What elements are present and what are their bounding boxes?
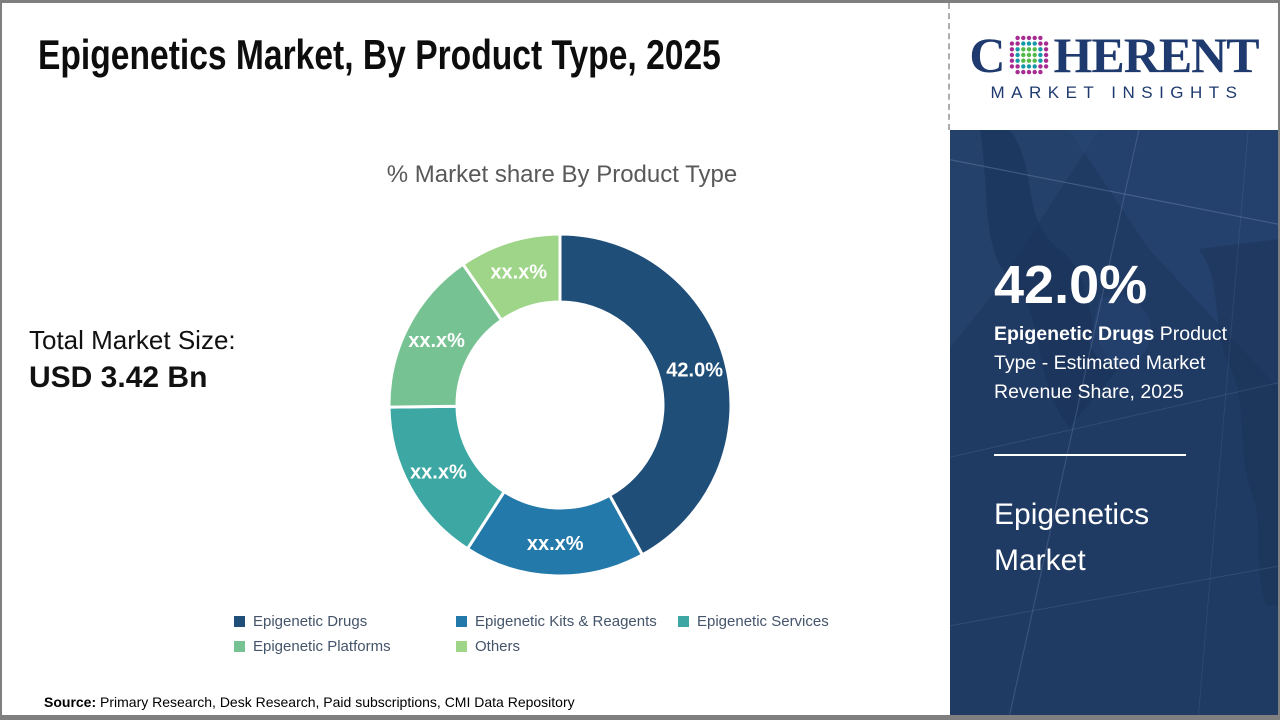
globe-dot xyxy=(1038,52,1044,58)
sidebar-panel: 42.0% Epigenetic Drugs Product Type - Es… xyxy=(950,130,1278,715)
slice-label-3: xx.x% xyxy=(408,330,465,352)
slice-label-0: 42.0% xyxy=(666,359,723,381)
sidebar-divider xyxy=(994,454,1186,456)
globe-dot xyxy=(1015,69,1021,75)
coherent-logo: C HERENT xyxy=(969,27,1259,83)
logo-area: C HERENT MARKET INSIGHTS xyxy=(948,3,1278,130)
total-market-label: Total Market Size: xyxy=(29,325,236,355)
globe-dot xyxy=(1015,41,1021,46)
globe-dot xyxy=(1021,41,1026,46)
globe-dot xyxy=(1021,35,1026,41)
chart-title: % Market share By Product Type xyxy=(386,161,738,188)
legend-swatch-1 xyxy=(456,616,467,627)
legend-item-0: Epigenetic Drugs xyxy=(234,613,456,630)
globe-dot xyxy=(1027,69,1032,75)
globe-dot xyxy=(1021,58,1026,63)
legend-swatch-0 xyxy=(234,616,245,627)
sidebar-market-name: Epigenetics Market xyxy=(994,498,1150,577)
slice-label-2: xx.x% xyxy=(410,461,467,483)
stat-desc-rest: Product Type - Estimated Market Revenue … xyxy=(994,323,1227,403)
legend-item-2: Epigenetic Services xyxy=(678,613,829,630)
legend-label-1: Epigenetic Kits & Reagents xyxy=(475,613,657,630)
globe-dot xyxy=(1032,58,1038,63)
globe-dot xyxy=(1021,69,1026,75)
chart-legend: Epigenetic Drugs Epigenetic Kits & Reagen… xyxy=(234,613,829,655)
globe-dot xyxy=(1032,41,1038,46)
globe-dot xyxy=(1032,47,1038,52)
source-text: Primary Research, Desk Research, Paid su… xyxy=(96,694,575,710)
globe-dot xyxy=(1021,64,1026,69)
globe-dot xyxy=(1021,52,1026,58)
globe-dot xyxy=(1010,52,1015,58)
globe-dot xyxy=(1021,47,1026,52)
total-market-size: Total Market Size: USD 3.42 Bn xyxy=(29,325,236,395)
globe-dot xyxy=(1044,47,1049,52)
globe-dot xyxy=(1010,58,1015,63)
globe-dot xyxy=(1027,52,1032,58)
globe-dot xyxy=(1038,58,1044,63)
legend-item-1: Epigenetic Kits & Reagents xyxy=(456,613,678,630)
globe-dot xyxy=(1038,69,1044,75)
source-line: Source: Primary Research, Desk Research,… xyxy=(44,694,575,710)
globe-dots-icon xyxy=(1010,35,1049,75)
globe-dot xyxy=(1027,58,1032,63)
globe-dot xyxy=(1015,58,1021,63)
donut-slice-4 xyxy=(460,232,562,323)
globe-dot xyxy=(1027,64,1032,69)
globe-dot xyxy=(1038,35,1044,41)
legend-label-2: Epigenetic Services xyxy=(697,613,829,630)
globe-dot xyxy=(1032,64,1038,69)
slice-label-4: xx.x% xyxy=(490,261,547,283)
world-map-texture xyxy=(950,130,1278,715)
stat-desc-bold: Epigenetic Drugs xyxy=(994,323,1155,345)
globe-dot xyxy=(1032,69,1038,75)
globe-dot xyxy=(1015,52,1021,58)
logo-wordmark: HERENT xyxy=(1053,27,1259,83)
globe-dot xyxy=(1015,35,1021,41)
globe-dot xyxy=(1027,47,1032,52)
globe-dot xyxy=(1015,64,1021,69)
globe-dot xyxy=(1044,41,1049,46)
logo-subtitle: MARKET INSIGHTS xyxy=(990,83,1244,102)
sidebar-stat-description: Epigenetic Drugs Product Type - Estimate… xyxy=(994,320,1246,407)
legend-item-3: Epigenetic Platforms xyxy=(234,638,456,655)
globe-dot xyxy=(1038,41,1044,46)
globe-dot xyxy=(1010,47,1015,52)
source-label: Source: xyxy=(44,694,97,710)
page-title: Epigenetics Market, By Product Type, 202… xyxy=(38,31,721,78)
total-market-value: USD 3.42 Bn xyxy=(29,361,208,394)
legend-item-4: Others xyxy=(456,638,678,655)
donut-slice-0 xyxy=(558,232,733,557)
legend-swatch-4 xyxy=(456,641,467,652)
legend-swatch-2 xyxy=(678,616,689,627)
globe-dot xyxy=(1044,58,1049,63)
sidebar-stat-value: 42.0% xyxy=(994,255,1148,315)
globe-dot xyxy=(1015,47,1021,52)
globe-dot xyxy=(1038,64,1044,69)
globe-dot xyxy=(1032,35,1038,41)
logo-letter-c: C xyxy=(969,27,1005,83)
donut-chart: 42.0% xx.x% xx.x% xx.x% xx.x% xyxy=(387,232,733,578)
globe-dot xyxy=(1027,41,1032,46)
globe-dot xyxy=(1044,64,1049,69)
legend-label-3: Epigenetic Platforms xyxy=(253,638,391,655)
globe-dot xyxy=(1038,47,1044,52)
legend-label-0: Epigenetic Drugs xyxy=(253,613,368,630)
legend-label-4: Others xyxy=(475,638,521,655)
globe-dot xyxy=(1044,52,1049,58)
legend-swatch-3 xyxy=(234,641,245,652)
globe-dot xyxy=(1032,52,1038,58)
globe-dot xyxy=(1010,41,1015,46)
globe-dot xyxy=(1027,35,1032,41)
slice-label-1: xx.x% xyxy=(527,533,584,555)
globe-dot xyxy=(1010,64,1015,69)
